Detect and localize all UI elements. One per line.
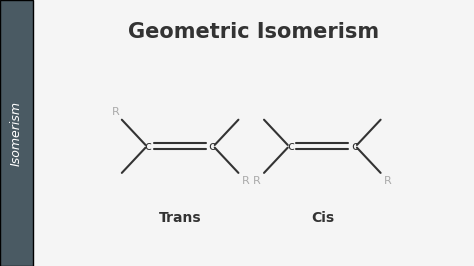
Text: c: c <box>351 140 358 153</box>
Text: c: c <box>287 140 294 153</box>
Text: R: R <box>384 176 392 186</box>
Text: R: R <box>242 176 249 186</box>
Text: c: c <box>209 140 216 153</box>
Text: Cis: Cis <box>311 211 334 225</box>
Text: Isomerism: Isomerism <box>10 101 23 165</box>
Text: c: c <box>145 140 152 153</box>
FancyBboxPatch shape <box>0 0 33 266</box>
Text: R: R <box>112 107 120 117</box>
Text: R: R <box>253 176 261 186</box>
Text: Trans: Trans <box>159 211 201 225</box>
Text: Geometric Isomerism: Geometric Isomerism <box>128 22 379 42</box>
